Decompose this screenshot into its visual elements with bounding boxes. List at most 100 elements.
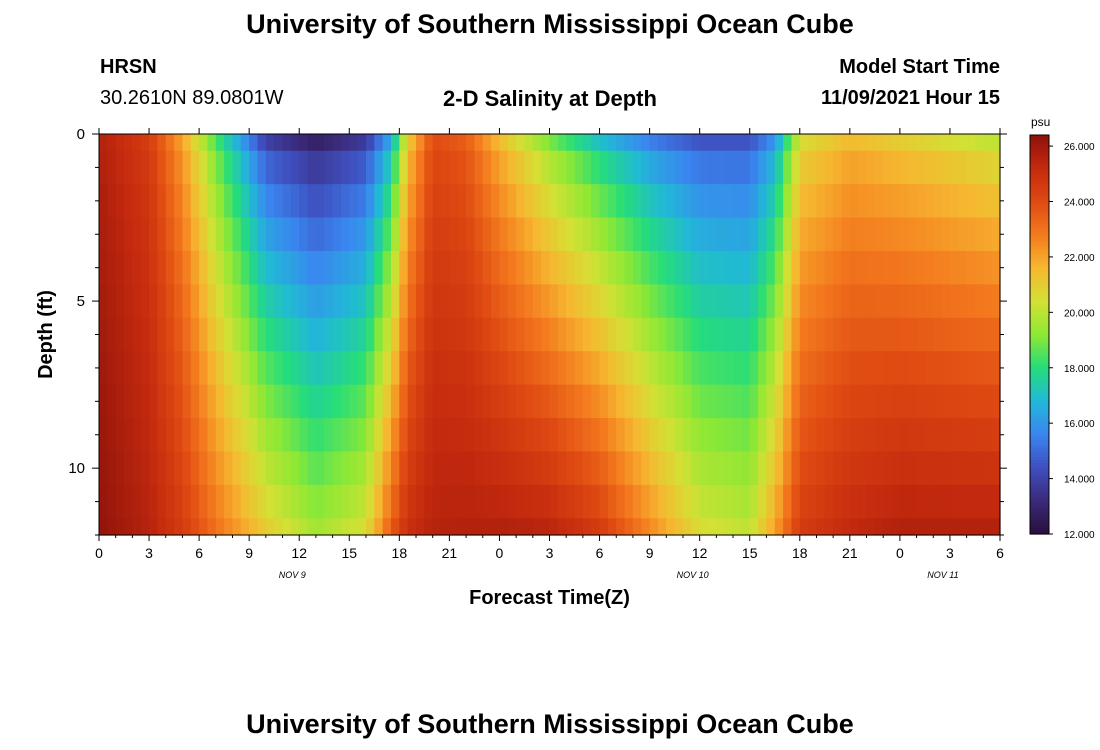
heatmap-cell: [874, 484, 884, 519]
heatmap-cell: [741, 518, 751, 536]
heatmap-cell: [833, 384, 843, 419]
heatmap-cell: [407, 217, 417, 252]
heatmap-cell: [649, 384, 659, 419]
heatmap-cell: [149, 351, 158, 386]
heatmap-cell: [132, 451, 142, 486]
heatmap-cell: [115, 518, 125, 536]
colorbar-segment: [1030, 140, 1049, 145]
colorbar-segment: [1030, 320, 1049, 324]
heatmap-cell: [99, 134, 108, 152]
heatmap-cell: [566, 150, 576, 185]
heatmap-cell: [516, 317, 526, 352]
heatmap-cell: [349, 284, 359, 319]
heatmap-cell: [991, 484, 1001, 519]
y-axis-label: Depth (ft): [35, 290, 57, 379]
heatmap-cell: [149, 418, 158, 453]
heatmap-cell: [591, 284, 601, 319]
heatmap-cell: [199, 150, 209, 185]
heatmap-cell: [132, 184, 142, 219]
heatmap-cell: [724, 284, 734, 319]
heatmap-cell: [249, 451, 259, 486]
heatmap-cell: [716, 484, 726, 519]
heatmap-cell: [524, 184, 534, 219]
colorbar-segment: [1030, 382, 1049, 387]
heatmap-cell: [99, 284, 108, 319]
heatmap-cell: [883, 217, 893, 252]
heatmap-cell: [407, 250, 417, 285]
heatmap-cell: [482, 351, 492, 386]
heatmap-cell: [891, 250, 901, 285]
heatmap-cell: [99, 418, 108, 453]
heatmap-cell: [849, 217, 859, 252]
heatmap-cell: [232, 384, 242, 419]
heatmap-cell: [441, 351, 450, 386]
heatmap-cell: [966, 150, 976, 185]
heatmap-cell: [674, 184, 684, 219]
heatmap-cell: [591, 484, 601, 519]
heatmap-cell: [824, 451, 834, 486]
heatmap-cell: [516, 217, 526, 252]
heatmap-cell: [891, 317, 901, 352]
heatmap-cell: [249, 384, 259, 419]
heatmap-cell: [624, 518, 634, 536]
heatmap-cell: [699, 150, 709, 185]
heatmap-cell: [307, 518, 317, 536]
heatmap-cell: [724, 250, 734, 285]
heatmap-cell: [315, 451, 325, 486]
heatmap-cell: [224, 284, 234, 319]
heatmap-cell: [716, 184, 726, 219]
heatmap-cell: [758, 351, 767, 386]
heatmap-cell: [833, 317, 843, 352]
colorbar-segment: [1030, 240, 1049, 244]
heatmap-cell: [507, 418, 517, 453]
heatmap-cell: [424, 317, 434, 352]
heatmap-cell: [349, 184, 359, 219]
heatmap-cell: [733, 250, 742, 285]
heatmap-cell: [908, 250, 918, 285]
heatmap-cell: [507, 134, 517, 152]
heatmap-cell: [507, 351, 517, 386]
heatmap-cell: [824, 351, 834, 386]
heatmap-cell: [382, 134, 392, 152]
heatmap-cell: [582, 150, 592, 185]
colorbar-segment: [1030, 229, 1049, 233]
heatmap-cell: [958, 150, 968, 185]
heatmap-cell: [858, 150, 868, 185]
heatmap-cell: [399, 484, 409, 519]
heatmap-cell: [332, 351, 342, 386]
heatmap-cell: [232, 451, 242, 486]
colorbar-segment: [1030, 237, 1049, 242]
heatmap-cell: [816, 150, 826, 185]
heatmap-cell: [107, 384, 117, 419]
heatmap-cell: [824, 484, 834, 519]
heatmap-cell: [674, 484, 684, 519]
heatmap-cell: [182, 134, 192, 152]
heatmap-cell: [274, 384, 284, 419]
colorbar-segment: [1030, 448, 1049, 452]
colorbar-segment: [1030, 471, 1049, 475]
heatmap-cell: [632, 250, 642, 285]
heatmap-cell: [132, 284, 142, 319]
heatmap-cell: [224, 317, 234, 352]
heatmap-cell: [399, 351, 409, 386]
heatmap-cell: [416, 384, 425, 419]
heatmap-cell: [582, 484, 592, 519]
heatmap-cell: [199, 217, 209, 252]
heatmap-cell: [165, 250, 175, 285]
heatmap-cell: [516, 451, 526, 486]
heatmap-cell: [140, 134, 150, 152]
heatmap-cell: [724, 418, 734, 453]
heatmap-cell: [808, 217, 818, 252]
heatmap-cell: [549, 484, 559, 519]
heatmap-cell: [224, 418, 234, 453]
heatmap-cell: [708, 518, 717, 536]
colorbar-tick-label: 24.000: [1064, 198, 1095, 209]
heatmap-cell: [758, 518, 767, 536]
heatmap-cell: [257, 134, 267, 152]
heatmap-cell: [516, 150, 526, 185]
colorbar-tick-label: 18.000: [1064, 364, 1095, 375]
heatmap-cell: [315, 134, 325, 152]
heatmap-cell: [641, 184, 651, 219]
heatmap-cell: [482, 150, 492, 185]
heatmap-cell: [499, 250, 509, 285]
